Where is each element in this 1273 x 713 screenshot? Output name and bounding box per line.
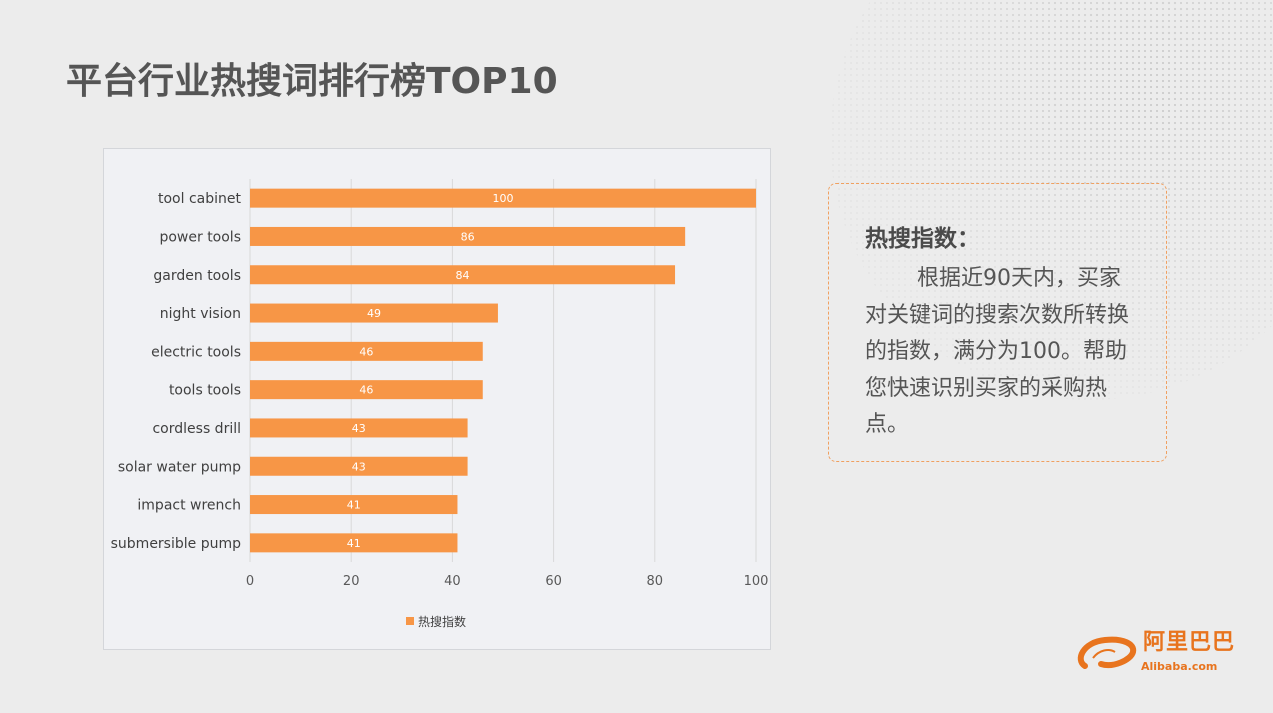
bar: [250, 495, 458, 515]
legend-swatch: [406, 617, 414, 625]
bar: [250, 265, 676, 285]
x-tick-label: 80: [647, 574, 664, 589]
category-label: tools tools: [169, 383, 241, 399]
bar-chart: 0 20 40 60 80 100 tool cabinet 100 power tools 86…: [103, 148, 771, 650]
data-label: 41: [347, 537, 361, 550]
category-label: cordless drill: [152, 421, 241, 437]
category-label: garden tools: [153, 268, 241, 284]
category-label: power tools: [159, 229, 241, 245]
x-tick-label: 40: [444, 574, 461, 589]
data-label: 46: [359, 345, 373, 358]
bar: [250, 533, 458, 553]
x-tick-label: 100: [744, 574, 769, 589]
alibaba-logo: 阿里巴巴 Alibaba.com: [1075, 630, 1234, 678]
bar: [250, 188, 756, 208]
bar: [250, 303, 498, 323]
data-label: 43: [352, 460, 366, 473]
legend-label: 热搜指数: [418, 614, 466, 629]
logo-text-en: Alibaba.com: [1141, 660, 1218, 673]
category-label: submersible pump: [111, 536, 241, 552]
bar: [250, 380, 483, 400]
bar: [250, 341, 483, 361]
alibaba-smile-icon: [1077, 636, 1137, 669]
data-label: 86: [461, 230, 475, 243]
info-title: 热搜指数：: [865, 226, 980, 252]
bar: [250, 456, 468, 476]
category-label: tool cabinet: [158, 191, 241, 207]
bar: [250, 226, 686, 246]
x-tick-label: 0: [246, 574, 254, 589]
bar: [250, 418, 468, 438]
x-tick-label: 20: [343, 574, 360, 589]
data-label: 49: [367, 307, 381, 320]
page-title: 平台行业热搜词排行榜TOP10: [66, 61, 558, 102]
info-box: 热搜指数： 根据近90天内，买家对关键词的搜索次数所转换的指数，满分为100。帮…: [828, 183, 1167, 462]
category-label: night vision: [160, 306, 241, 322]
category-label: solar water pump: [118, 459, 241, 475]
chart-svg: 0 20 40 60 80 100 tool cabinet 100 power tools 86…: [111, 179, 769, 629]
category-label: impact wrench: [137, 498, 241, 514]
data-label: 46: [359, 384, 373, 397]
category-label: electric tools: [151, 344, 241, 360]
logo-text-cn: 阿里巴巴: [1143, 630, 1236, 655]
data-label: 84: [456, 269, 470, 282]
x-tick-label: 60: [545, 574, 562, 589]
data-label: 100: [493, 192, 514, 205]
info-body: 根据近90天内，买家对关键词的搜索次数所转换的指数，满分为100。帮助您快速识别…: [865, 266, 1130, 437]
data-label: 43: [352, 422, 366, 435]
data-label: 41: [347, 499, 361, 512]
